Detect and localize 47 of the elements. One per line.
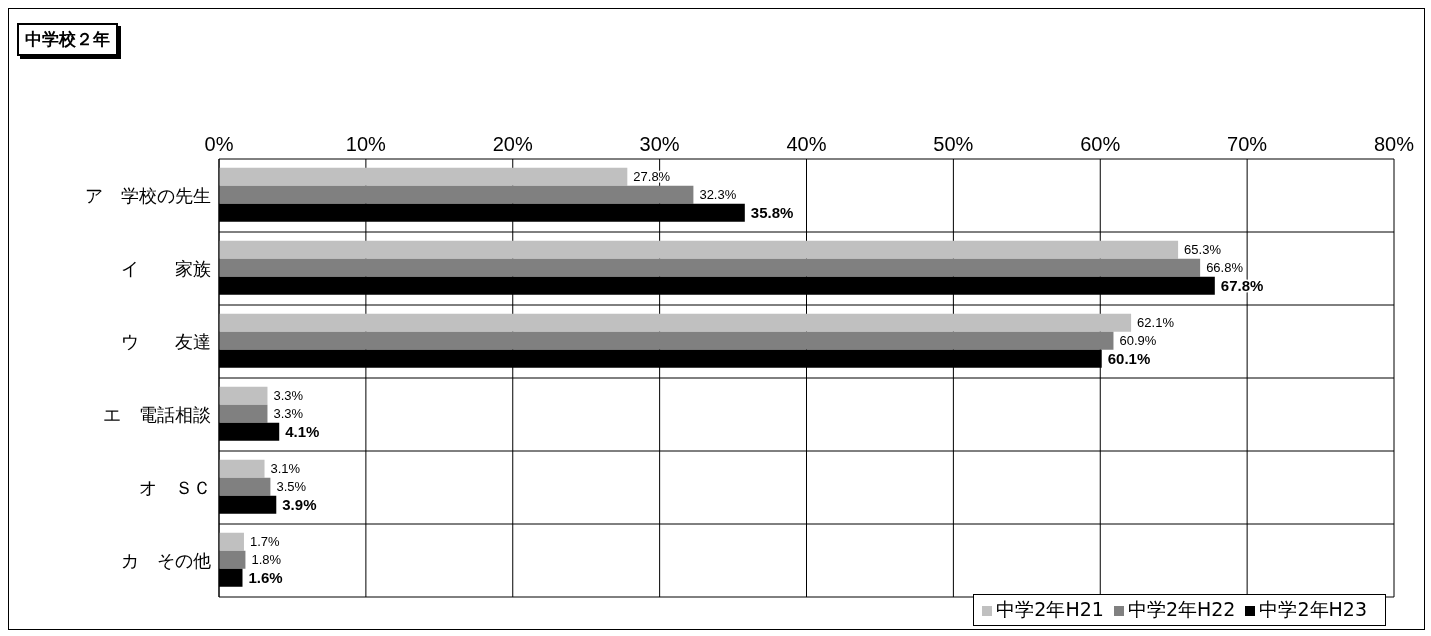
text: 66.8% (1206, 260, 1243, 276)
text: 60.9% (1119, 333, 1157, 349)
x-tick-label: 80% (1373, 133, 1415, 155)
text: 65.3% (1184, 242, 1221, 258)
legend-label: 中学2年H22 (1127, 598, 1236, 620)
x-tick-label: 60% (1080, 133, 1121, 155)
y-tick-label: オ ＳＣ (139, 476, 211, 498)
text: 中学校２年 (17, 23, 118, 56)
text: 3.1% (270, 461, 301, 477)
bar (219, 258, 1201, 277)
x-tick-label: 0% (204, 133, 234, 155)
bar (219, 459, 265, 478)
bar (219, 331, 1114, 350)
x-tick-label: 10% (345, 133, 387, 155)
text: 3.3% (273, 406, 304, 422)
bar (219, 386, 268, 405)
text: 62.1% (1137, 315, 1174, 331)
x-tick-label: 70% (1227, 133, 1268, 155)
legend-label: 中学2年H23 (1259, 598, 1367, 620)
text: 35.8% (750, 204, 794, 222)
text: 1.7% (249, 534, 280, 550)
text: 1.6% (248, 569, 283, 587)
y-tick-label: ウ 友達 (121, 330, 211, 352)
text: 3.5% (276, 479, 307, 495)
x-tick-label: 40% (786, 133, 827, 155)
text: 60.1% (1107, 350, 1151, 368)
text: 4.1% (285, 423, 320, 441)
bar (219, 167, 628, 186)
bar (219, 313, 1132, 332)
y-tick-label: カ その他 (121, 549, 211, 571)
bar (219, 477, 271, 496)
text: 1.8% (251, 552, 282, 568)
bar (219, 240, 1179, 259)
y-tick-label: イ 家族 (121, 257, 211, 279)
x-tick-label: 50% (933, 133, 974, 155)
bar (219, 185, 694, 204)
text: 3.3% (273, 388, 304, 404)
bar (219, 550, 246, 569)
text: 32.3% (699, 187, 737, 203)
x-tick-label: 30% (639, 133, 680, 155)
bar (219, 404, 268, 423)
y-tick-label: エ 電話相談 (103, 403, 211, 425)
text: 3.9% (282, 496, 317, 514)
legend-label: 中学2年H21 (996, 598, 1104, 620)
bar (219, 532, 244, 551)
x-tick-label: 20% (492, 133, 533, 155)
y-tick-label: ア 学校の先生 (85, 184, 211, 206)
